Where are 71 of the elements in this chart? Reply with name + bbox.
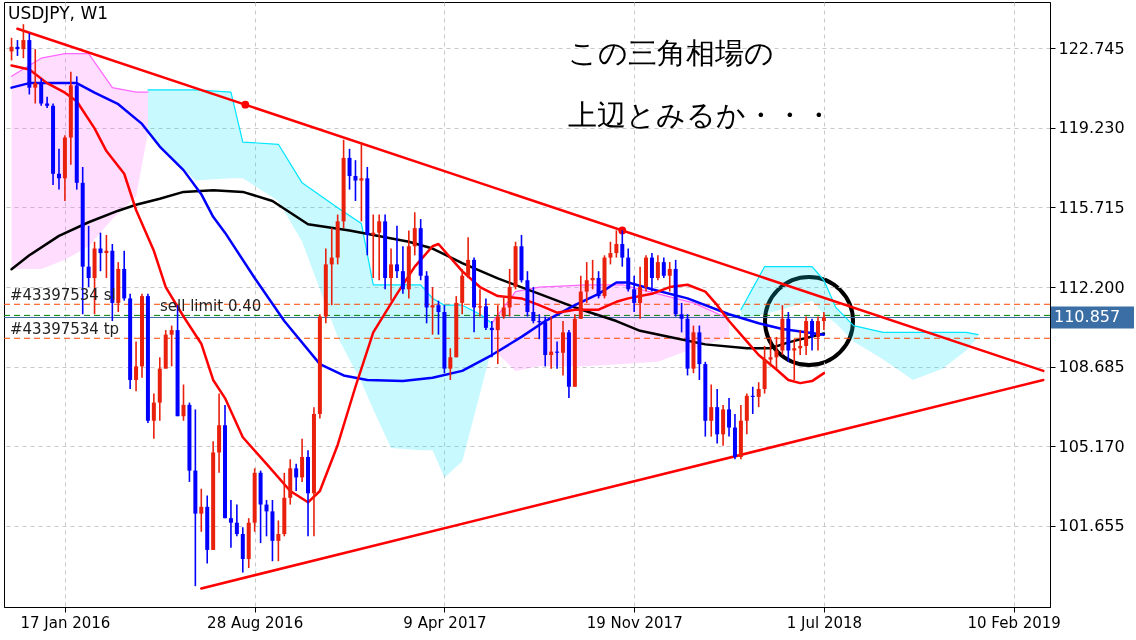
x-tick-label: 9 Apr 2017	[403, 613, 487, 632]
candlestick	[228, 499, 233, 549]
candlestick	[756, 381, 761, 408]
candlestick	[649, 252, 654, 293]
candlestick	[276, 519, 281, 563]
candlestick	[448, 347, 453, 381]
candlestick	[300, 438, 305, 483]
candlestick	[638, 265, 643, 320]
line-series	[147, 89, 493, 324]
candlestick	[661, 256, 666, 279]
candlestick	[821, 311, 826, 331]
candlestick	[353, 159, 358, 202]
candlestick	[655, 254, 660, 282]
candlestick	[727, 397, 732, 438]
y-tick-label: 105.170	[1058, 436, 1125, 456]
ref-line-label: 110.857	[1054, 307, 1121, 327]
y-tick-label: 108.685	[1058, 357, 1125, 377]
candlestick	[466, 236, 471, 279]
candlestick	[596, 270, 601, 300]
candlestick	[436, 299, 441, 336]
x-tick-label: 17 Jan 2016	[20, 613, 111, 632]
annotation: この三角相場の	[568, 35, 774, 72]
candlestick	[412, 211, 417, 257]
candlestick	[134, 340, 139, 393]
candlestick	[531, 286, 536, 325]
x-tick-label: 10 Feb 2019	[967, 613, 1061, 632]
candlestick	[584, 261, 589, 304]
candlestick	[169, 324, 174, 368]
candlestick	[709, 383, 714, 438]
candlestick	[33, 48, 38, 105]
line-series	[10, 53, 149, 93]
ref-line-label: #43397534 tp	[10, 320, 120, 339]
candlestick	[667, 261, 672, 293]
candlestick	[151, 392, 156, 440]
candlestick	[21, 23, 26, 59]
candlestick	[294, 462, 299, 492]
candlestick	[632, 274, 637, 313]
chart-title: USDJPY, W1	[8, 3, 109, 23]
line-series	[740, 266, 979, 336]
candlestick	[774, 336, 779, 370]
candlestick	[389, 247, 394, 302]
candlestick	[181, 383, 186, 422]
candlestick	[507, 268, 512, 318]
candlestick	[810, 317, 815, 352]
x-tick-label: 19 Nov 2017	[586, 613, 683, 632]
candlestick	[679, 302, 684, 334]
candlestick	[483, 297, 488, 331]
candlestick	[394, 225, 399, 279]
candlestick	[359, 141, 364, 223]
y-tick-label: 115.715	[1058, 197, 1125, 217]
candlestick	[501, 295, 506, 320]
annotation: 上辺とみるか・・・	[568, 97, 833, 134]
y-tick-label: 101.655	[1058, 516, 1125, 536]
candlestick	[561, 320, 565, 377]
candlestick	[815, 315, 820, 352]
candlestick	[768, 336, 773, 368]
candlestick	[86, 225, 91, 288]
y-tick-label: 119.230	[1058, 118, 1125, 138]
candlestick	[608, 240, 613, 266]
candlestick	[620, 229, 625, 268]
x-tick-label: 1 Jul 2018	[786, 613, 863, 632]
candlestick	[347, 148, 352, 191]
candlestick	[234, 503, 239, 538]
candlestick	[495, 304, 500, 365]
candlestick	[199, 487, 204, 533]
y-tick-label: 112.200	[1058, 277, 1125, 297]
candlestick	[377, 213, 382, 282]
y-tick-label: 122.745	[1058, 38, 1125, 58]
candlestick	[400, 245, 405, 295]
candlestick	[614, 229, 619, 259]
x-tick-label: 28 Aug 2016	[207, 613, 304, 632]
